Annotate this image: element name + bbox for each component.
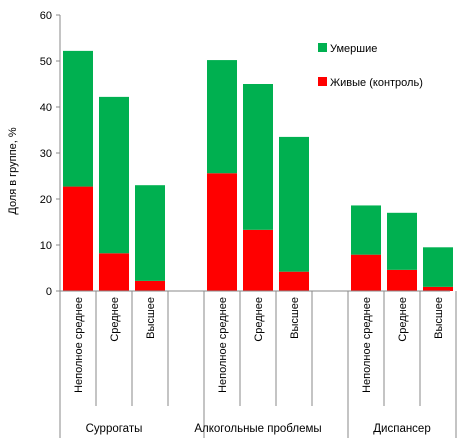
y-tick-label: 50 (40, 56, 52, 68)
legend-label: Умершие (330, 43, 377, 55)
bar-segment (423, 247, 453, 287)
bar-segment (351, 205, 381, 255)
y-axis: 0 10 20 30 40 50 60 (40, 10, 61, 298)
bar-segment (99, 253, 129, 291)
bar-segment (243, 84, 273, 230)
y-tick-label: 0 (46, 286, 52, 298)
x-tick-label: Высшее (433, 297, 445, 339)
bar-segment (279, 271, 309, 291)
bars (63, 50, 453, 291)
x-tick-label: Высшее (145, 297, 157, 339)
y-tick-label: 30 (40, 148, 52, 160)
group-label: Суррогаты (86, 423, 143, 435)
bar-segment (63, 186, 93, 291)
y-axis-label: Доля в группе, % (7, 127, 19, 214)
y-tick-label: 40 (40, 102, 52, 114)
x-tick-label: Среднее (397, 297, 409, 342)
y-tick-label: 10 (40, 240, 52, 252)
bar-segment (99, 96, 129, 254)
bar-segment (135, 185, 165, 281)
legend-label: Живые (контроль) (330, 77, 423, 89)
y-tick-label: 20 (40, 194, 52, 206)
bar-segment (387, 212, 417, 270)
x-tick-label: Неполное среднее (361, 297, 373, 393)
legend: Умершие Живые (контроль) (318, 43, 423, 89)
x-axis: Неполное среднее Среднее Высшее Суррогаты Не… (59, 290, 457, 438)
legend-swatch (318, 77, 327, 86)
legend-swatch (318, 43, 327, 52)
bar-segment (63, 50, 93, 187)
group-label: Алкогольные проблемы (194, 423, 321, 435)
x-tick-label: Неполное среднее (217, 297, 229, 393)
bar-segment (351, 254, 381, 291)
bar-segment (207, 60, 237, 174)
bar-segment (279, 136, 309, 272)
x-tick-label: Высшее (289, 297, 301, 339)
group-label: Диспансер (373, 423, 430, 435)
x-tick-label: Среднее (109, 297, 121, 342)
y-tick-label: 60 (40, 10, 52, 22)
x-tick-label: Среднее (253, 297, 265, 342)
bar-segment (243, 229, 273, 291)
bar-segment (423, 286, 453, 291)
bar-segment (387, 269, 417, 291)
bar-segment (135, 280, 165, 291)
bar-segment (207, 173, 237, 291)
x-tick-label: Неполное среднее (73, 297, 85, 393)
